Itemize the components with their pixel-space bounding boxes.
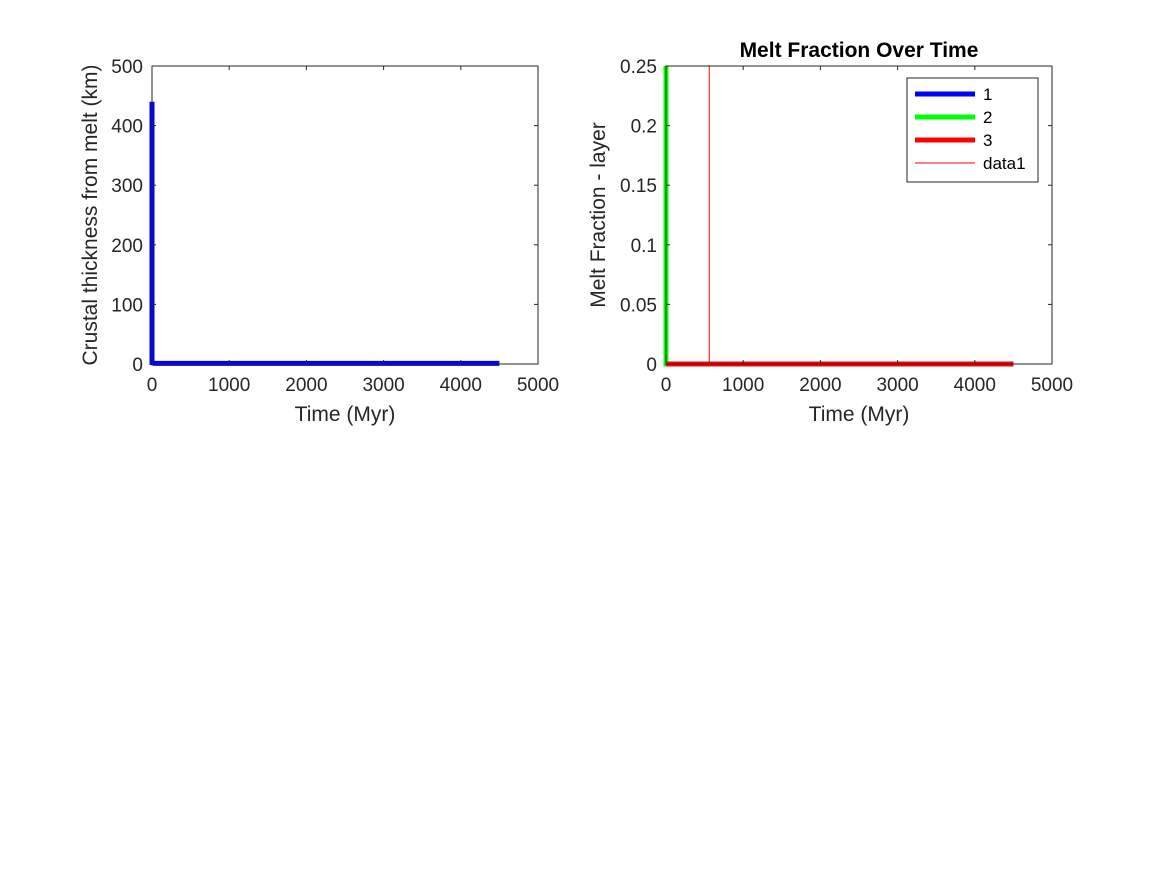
x-tick-label: 4000: [440, 375, 482, 396]
chart-1: 0 1000 2000 3000 4000 5000 0 100 200 300 400 500 Tim…: [79, 57, 559, 426]
x-axis-label: Time (Myr): [295, 403, 396, 426]
axes-box: [665, 65, 1053, 365]
x-tick-label: 0: [661, 375, 672, 396]
legend-label-data1: data1: [983, 154, 1026, 173]
chart-title: Melt Fraction Over Time: [740, 39, 979, 62]
x-tick-label: 5000: [517, 375, 559, 396]
legend-label-2: 2: [983, 108, 992, 127]
y-tick-label: 300: [111, 176, 143, 197]
y-tick-label: 0.15: [620, 176, 657, 197]
axes-box: [151, 65, 539, 365]
y-tick-label: 0.05: [620, 295, 657, 316]
x-tick-label: 2000: [285, 375, 327, 396]
legend-label-3: 3: [983, 131, 992, 150]
legend-label-1: 1: [983, 85, 992, 104]
x-tick-label: 1000: [208, 375, 250, 396]
x-axis-label: Time (Myr): [809, 403, 910, 426]
y-tick-label: 200: [111, 236, 143, 257]
y-tick-label: 0.25: [620, 57, 657, 78]
x-tick-label: 2000: [799, 375, 841, 396]
y-axis-label: Crustal thickness from melt (km): [79, 64, 102, 365]
x-tick-label: 4000: [954, 375, 996, 396]
plot-area: [152, 66, 538, 364]
chart-2: 0 1000 2000 3000 4000 5000 0 0.05 0.1 0.15 0.2 0.25…: [587, 39, 1073, 426]
y-tick-label: 500: [111, 57, 143, 78]
y-tick-label: 0.2: [631, 117, 657, 138]
legend: 1 2 3 data1: [906, 77, 1039, 183]
x-tick-label: 5000: [1031, 375, 1073, 396]
x-tick-label: 0: [147, 375, 158, 396]
y-tick-label: 100: [111, 295, 143, 316]
y-tick-label: 0.1: [631, 236, 657, 257]
y-tick-label: 400: [111, 117, 143, 138]
x-tick-label: 1000: [722, 375, 764, 396]
y-tick-label: 0: [646, 355, 657, 376]
x-tick-label: 3000: [362, 375, 404, 396]
x-tick-label: 3000: [876, 375, 918, 396]
y-axis-label: Melt Fraction - layer: [587, 122, 610, 308]
y-tick-label: 0: [132, 355, 143, 376]
